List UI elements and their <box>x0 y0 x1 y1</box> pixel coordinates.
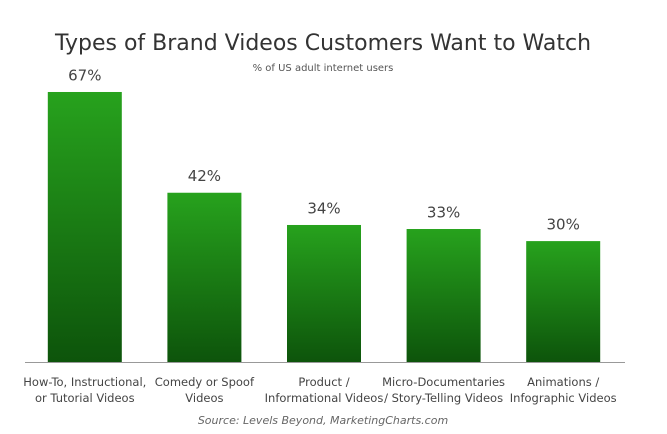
bar <box>406 229 481 362</box>
value-label: 33% <box>427 204 460 222</box>
x-tick-label: Micro-Documentaries / Story-Telling Video… <box>382 375 505 405</box>
value-label: 42% <box>188 167 221 185</box>
value-label: 34% <box>307 199 340 217</box>
bar <box>47 91 122 363</box>
x-tick-label: Product / Informational Videos <box>265 375 384 405</box>
x-tick-label: How-To, Instructional, or Tutorial Videos <box>23 375 146 405</box>
bar <box>167 192 242 362</box>
x-tick-label: Comedy or Spoof Videos <box>155 375 255 405</box>
chart-subtitle: % of US adult internet users <box>253 63 394 74</box>
chart-title: Types of Brand Videos Customers Want to … <box>54 31 591 56</box>
bar <box>287 224 361 362</box>
bar <box>526 241 601 362</box>
source: Source: Levels Beyond, MarketingCharts.c… <box>198 414 448 427</box>
value-label: 30% <box>547 216 580 234</box>
value-label: 67% <box>68 66 101 84</box>
x-tick-label: Animations / Infographic Videos <box>510 375 617 405</box>
